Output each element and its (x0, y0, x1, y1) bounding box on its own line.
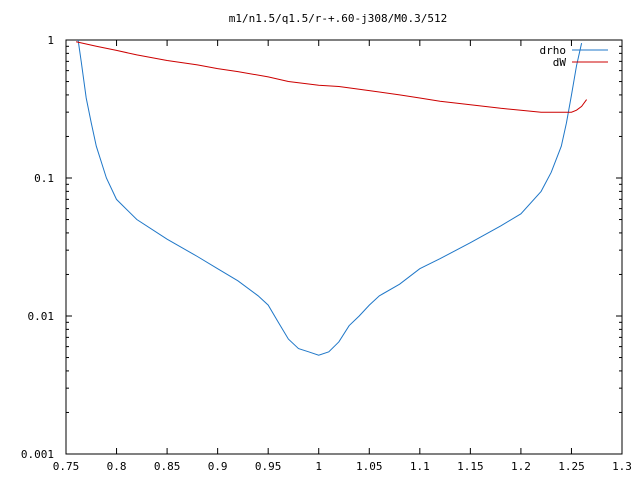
y-tick-label: 0.1 (34, 172, 54, 185)
series-line-dW (75, 41, 588, 113)
x-tick-label: 1.15 (457, 460, 484, 473)
legend-label-drho: drho (540, 44, 567, 57)
series-line-drho (77, 39, 583, 356)
x-tick-label: 1.05 (356, 460, 383, 473)
x-tick-label: 1.3 (612, 460, 632, 473)
x-tick-label: 1.1 (410, 460, 430, 473)
x-tick-label: 1.25 (558, 460, 585, 473)
x-tick-label: 0.8 (107, 460, 127, 473)
y-tick-label: 0.01 (28, 310, 55, 323)
chart-title: m1/n1.5/q1.5/r-+.60-j308/M0.3/512 (229, 12, 448, 25)
y-tick-label: 0.001 (21, 448, 54, 461)
y-axis: 1 0.1 0.01 0.001 (21, 34, 622, 461)
x-tick-label: 0.9 (208, 460, 228, 473)
x-tick-label: 0.85 (154, 460, 181, 473)
x-tick-label: 0.75 (53, 460, 80, 473)
y-tick-label: 1 (47, 34, 54, 47)
x-axis: 0.75 0.8 0.85 0.9 0.95 1 1.05 1.1 1.15 1.2 1.25 1.3 (53, 40, 632, 473)
series-layer (75, 39, 588, 356)
x-tick-label: 0.95 (255, 460, 282, 473)
legend-label-dW: dW (553, 56, 567, 69)
x-tick-label: 1 (315, 460, 322, 473)
plot-frame (65, 39, 623, 455)
x-tick-label: 1.2 (511, 460, 531, 473)
